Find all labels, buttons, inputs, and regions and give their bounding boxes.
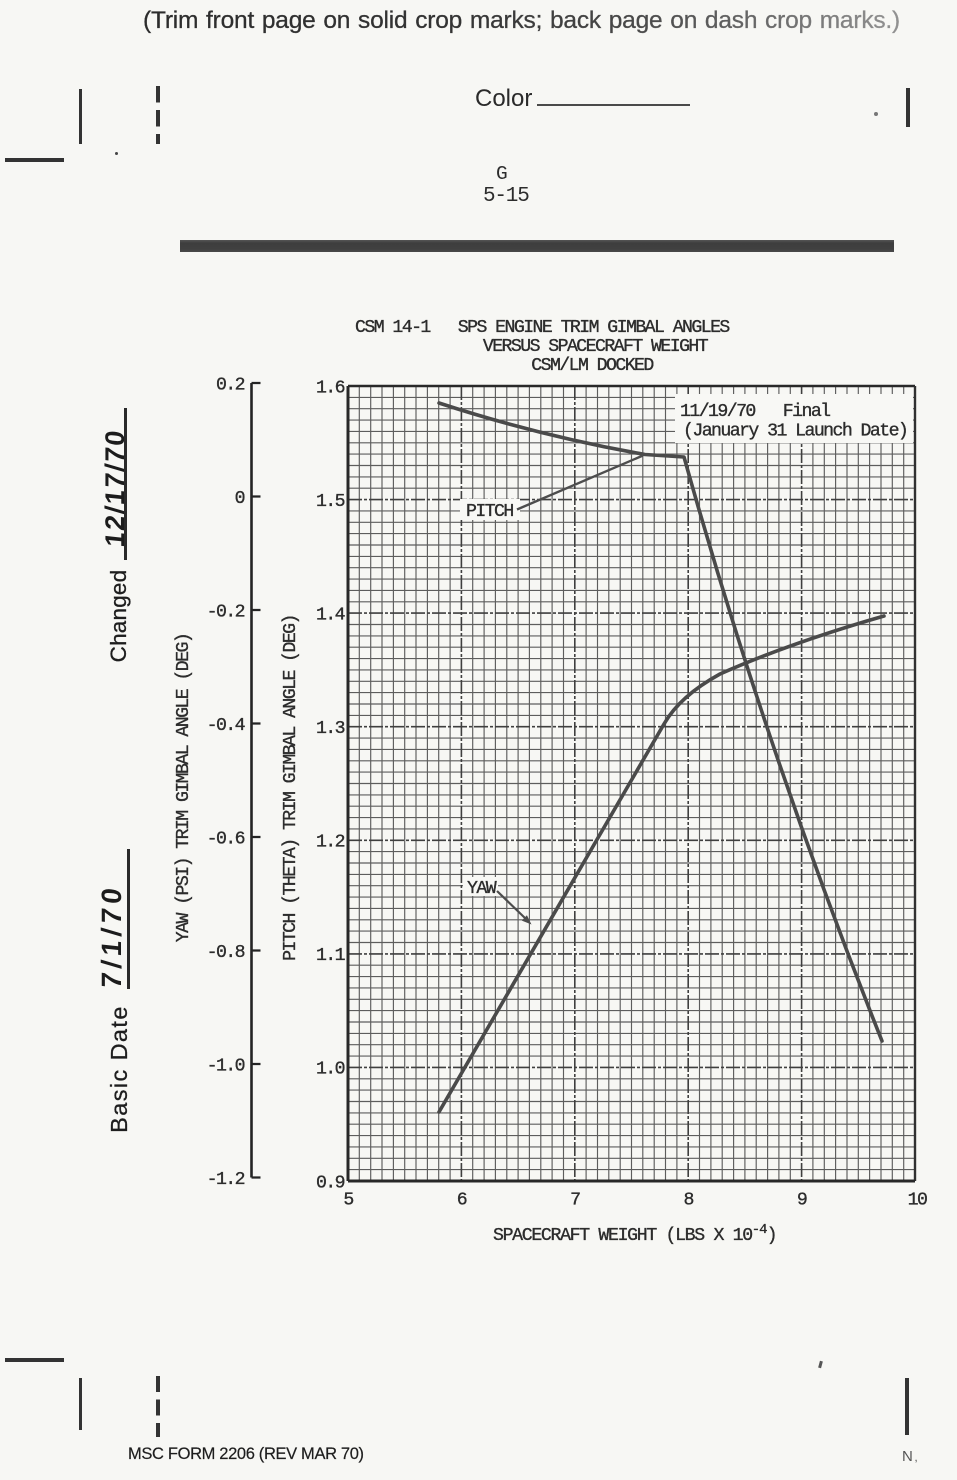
svg-text:YAW: YAW	[467, 879, 497, 899]
svg-text:-0.6: -0.6	[207, 830, 245, 850]
svg-text:11/19/70 Final: 11/19/70 Final	[680, 402, 830, 422]
svg-text:YAW (PSI) TRIM GIMBAL ANGLE (D: YAW (PSI) TRIM GIMBAL ANGLE (DEG)	[174, 634, 194, 942]
svg-text:1.0: 1.0	[316, 1060, 345, 1080]
svg-text:CSM/LM DOCKED: CSM/LM DOCKED	[531, 356, 653, 376]
svg-text:-1.0: -1.0	[207, 1057, 245, 1077]
svg-text:5: 5	[343, 1191, 353, 1211]
svg-text:10: 10	[908, 1191, 927, 1211]
svg-text:0: 0	[235, 489, 245, 509]
svg-text:PITCH (THETA) TRIM GIMBAL ANGL: PITCH (THETA) TRIM GIMBAL ANGLE (DEG)	[281, 615, 301, 961]
svg-text:-0.2: -0.2	[207, 603, 245, 623]
svg-text:(January 31 Launch Date): (January 31 Launch Date)	[683, 422, 907, 442]
svg-text:8: 8	[684, 1191, 694, 1211]
svg-text:PITCH: PITCH	[466, 502, 513, 522]
svg-text:SPACECRAFT WEIGHT (LBS X 10-4): SPACECRAFT WEIGHT (LBS X 10-4)	[493, 1222, 776, 1246]
svg-text:1.1: 1.1	[316, 946, 346, 966]
svg-text:1.6: 1.6	[316, 378, 345, 398]
svg-text:6: 6	[457, 1191, 467, 1211]
svg-text:9: 9	[797, 1191, 807, 1211]
svg-text:-0.4: -0.4	[207, 716, 245, 736]
svg-text:1.4: 1.4	[316, 605, 345, 625]
svg-text:1.2: 1.2	[316, 833, 345, 853]
svg-text:-0.8: -0.8	[207, 943, 245, 963]
svg-text:-1.2: -1.2	[207, 1170, 245, 1190]
svg-text:0.9: 0.9	[316, 1173, 345, 1193]
svg-text:VERSUS SPACECRAFT WEIGHT: VERSUS SPACECRAFT WEIGHT	[483, 337, 709, 357]
svg-text:CSM 14-1 SPS ENGINE TRIM GIM: CSM 14-1 SPS ENGINE TRIM GIMBAL ANGLES	[355, 318, 730, 338]
svg-text:7: 7	[570, 1191, 580, 1211]
svg-text:1.5: 1.5	[316, 492, 345, 512]
svg-text:1.3: 1.3	[316, 719, 345, 739]
svg-text:0.2: 0.2	[216, 376, 245, 396]
